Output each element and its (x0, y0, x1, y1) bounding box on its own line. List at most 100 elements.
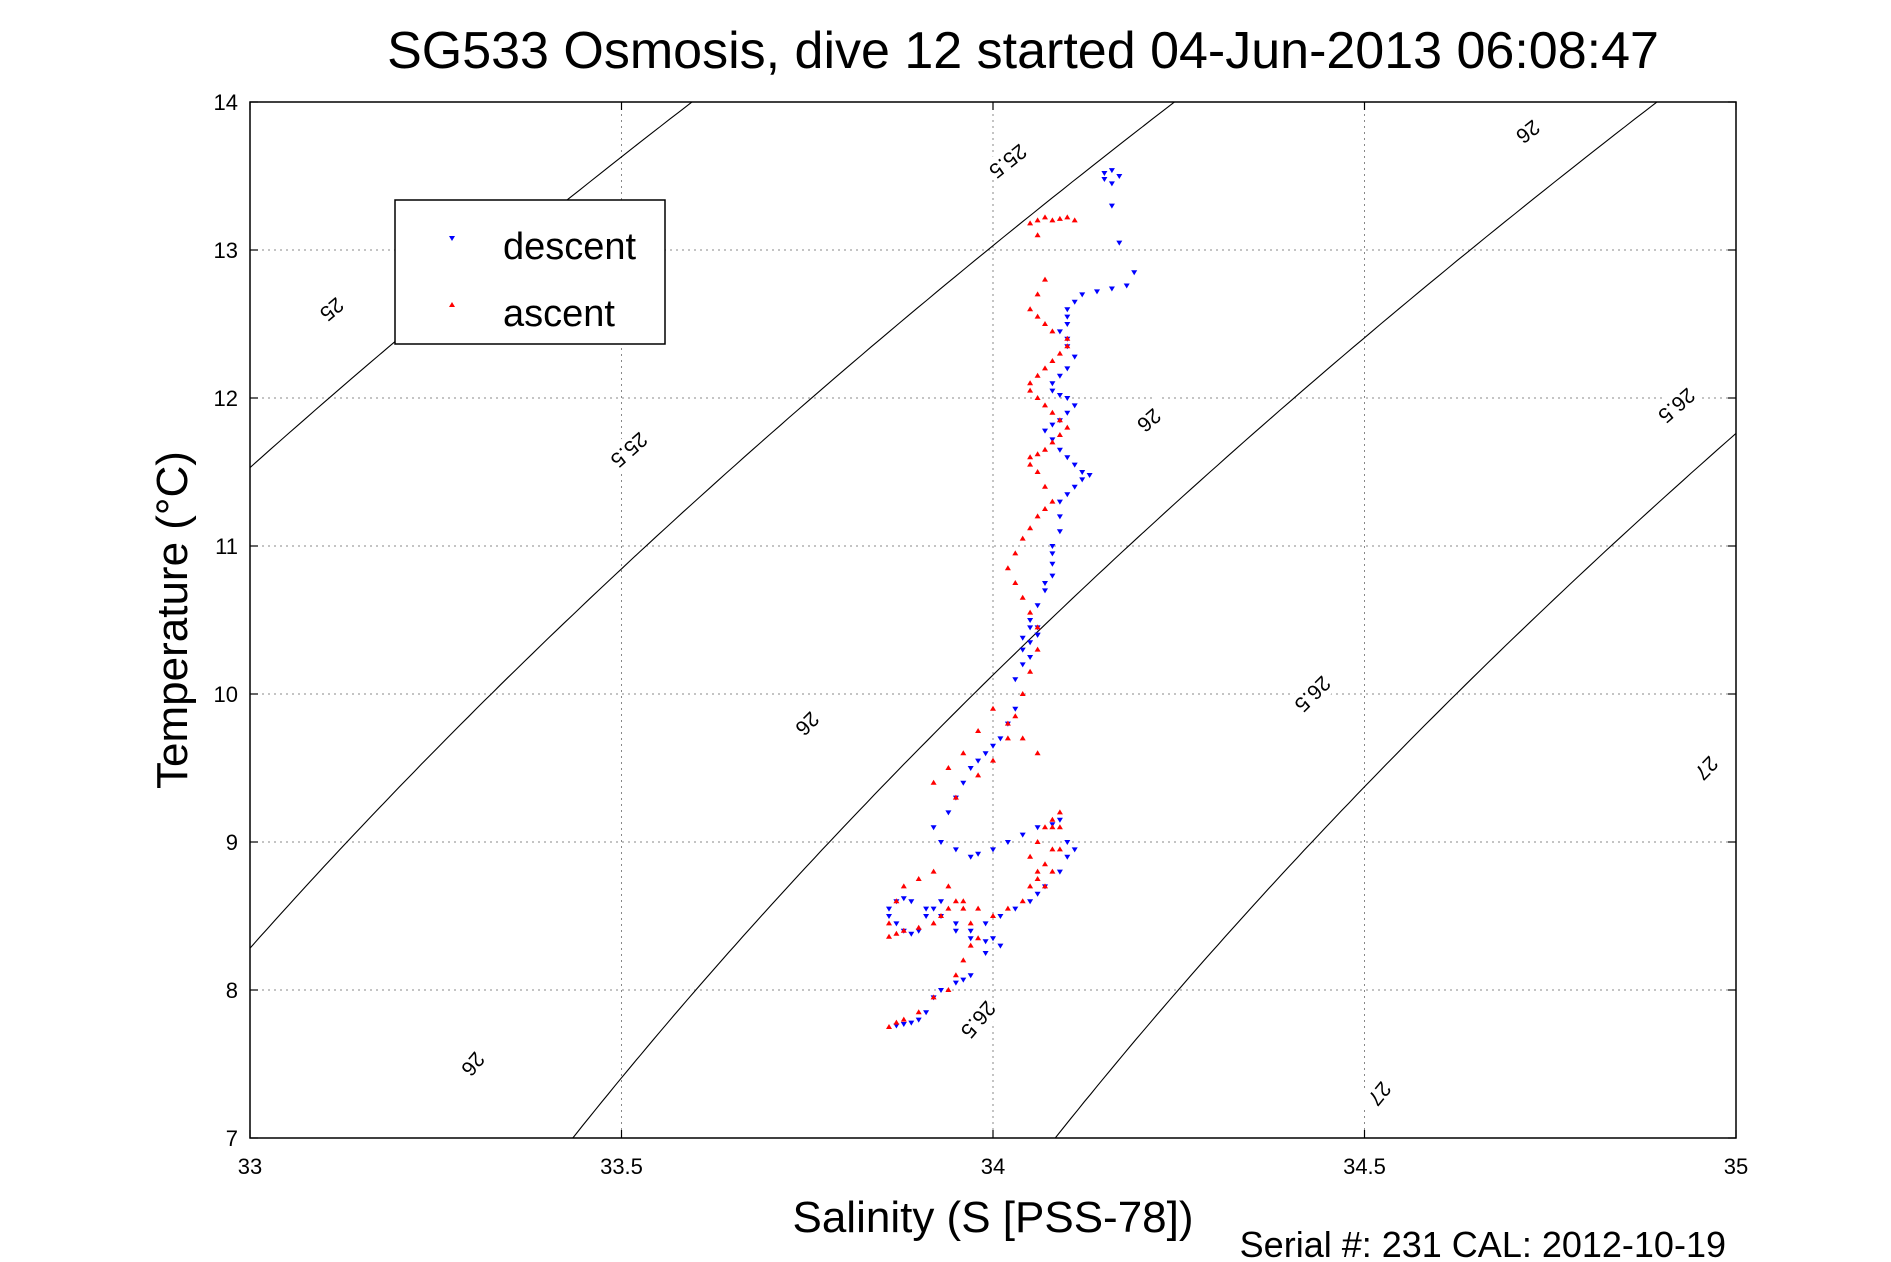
y-tick-label: 10 (214, 682, 238, 707)
descent-point (915, 928, 922, 934)
descent-point (967, 766, 974, 771)
descent-point (1123, 283, 1130, 289)
descent-point (1071, 847, 1078, 853)
descent-point (1064, 322, 1071, 327)
ascent-point (1056, 215, 1063, 221)
descent-point (915, 1017, 922, 1023)
descent-point (893, 1023, 900, 1029)
descent-point (997, 914, 1004, 919)
descent-point (1034, 632, 1041, 638)
ascent-point (1012, 713, 1019, 719)
ascent-point (1049, 409, 1056, 415)
y-tick-label: 12 (214, 386, 238, 411)
descent-point (1056, 329, 1063, 335)
contour-label-bg (982, 137, 1034, 186)
ascent-point (1042, 446, 1048, 452)
ascent-point (1027, 883, 1034, 889)
descent-point (1056, 514, 1063, 520)
descent-point (1108, 181, 1115, 187)
contour-label-bg (1287, 669, 1338, 719)
contour-label-bg (1651, 381, 1702, 430)
chart-title: SG533 Osmosis, dive 12 started 04-Jun-20… (387, 22, 1659, 80)
legend: descent ascent (394, 199, 666, 345)
descent-point (1034, 825, 1041, 831)
descent-point (1064, 854, 1071, 860)
descent-point (1019, 832, 1026, 838)
descent-point (982, 921, 989, 927)
ascent-point (1034, 750, 1041, 756)
descent-point (938, 988, 944, 993)
descent-point (982, 751, 989, 757)
descent-point (1064, 396, 1071, 401)
descent-point (893, 921, 900, 927)
ascent-point (886, 920, 892, 926)
descent-point (1049, 573, 1056, 579)
ascent-point (1042, 506, 1048, 511)
descent-point (1101, 177, 1108, 182)
ascent-point (938, 913, 944, 918)
descent-point (1042, 581, 1048, 586)
contour-label-group: 25.5 (982, 137, 1034, 186)
x-tick-label: 33 (238, 1154, 262, 1179)
descent-point (1049, 544, 1056, 549)
descent-point (952, 928, 959, 934)
ascent-point (1019, 594, 1026, 600)
ascent-point (886, 933, 892, 939)
descent-point (923, 1010, 930, 1016)
descent-point (1071, 299, 1078, 305)
ascent-point (1004, 565, 1011, 571)
ascent-point (952, 972, 959, 978)
contour-label-group: 27 (1681, 743, 1731, 793)
data-points (886, 168, 1138, 1029)
descent-point (1056, 393, 1063, 398)
ascent-point (1034, 469, 1041, 474)
ascent-point (886, 1024, 892, 1029)
descent-point (1019, 635, 1026, 641)
ascent-point (1034, 876, 1041, 881)
ascent-point (1034, 451, 1041, 457)
descent-point (1049, 551, 1056, 557)
y-tick-label: 7 (226, 1126, 238, 1151)
descent-point (1049, 388, 1056, 394)
x-tick-label: 33.5 (600, 1154, 643, 1179)
ascent-point (1027, 668, 1034, 674)
descent-point (967, 936, 974, 942)
descent-point (1027, 655, 1034, 660)
isopycnal-27 (1054, 432, 1736, 1138)
y-tick-label: 8 (226, 978, 238, 1003)
axis-ticks: 33 33.5 34 34.5 35 7 8 9 10 11 12 13 14 (214, 90, 1749, 1179)
descent-point (1056, 869, 1063, 875)
x-tick-label: 34.5 (1343, 1154, 1386, 1179)
ascent-point (1019, 898, 1026, 904)
ascent-point (945, 765, 952, 770)
ascent-point (1042, 824, 1048, 830)
ascent-point (893, 930, 900, 936)
descent-point (960, 977, 967, 983)
descent-point (886, 906, 892, 912)
descent-point (1071, 484, 1078, 490)
ascent-point (1027, 853, 1034, 859)
ascent-point (960, 957, 967, 963)
ascent-point (1027, 609, 1034, 615)
ascent-point (1049, 358, 1056, 363)
descent-point (1094, 289, 1100, 295)
descent-point (1027, 899, 1034, 905)
ascent-point (1049, 868, 1056, 874)
ascent-point (1042, 861, 1048, 867)
density-contours: 25 25.5 25.5 26 26 26 26 26.5 26.5 26.5 27 27 (0, 0, 1736, 1212)
descent-point (952, 847, 959, 853)
descent-point (923, 906, 930, 912)
isopycnal-25 (0, 0, 407, 1212)
y-tick-label: 11 (215, 534, 238, 559)
ascent-point (1034, 217, 1041, 223)
ascent-point (1064, 424, 1071, 430)
descent-point (1079, 292, 1086, 298)
descent-point (1108, 203, 1115, 209)
legend-descent-marker (449, 236, 455, 241)
descent-point (886, 914, 892, 919)
ascent-point (1071, 217, 1078, 223)
ascent-point (1012, 550, 1019, 556)
descent-point (1034, 891, 1041, 897)
descent-point (1049, 561, 1056, 567)
